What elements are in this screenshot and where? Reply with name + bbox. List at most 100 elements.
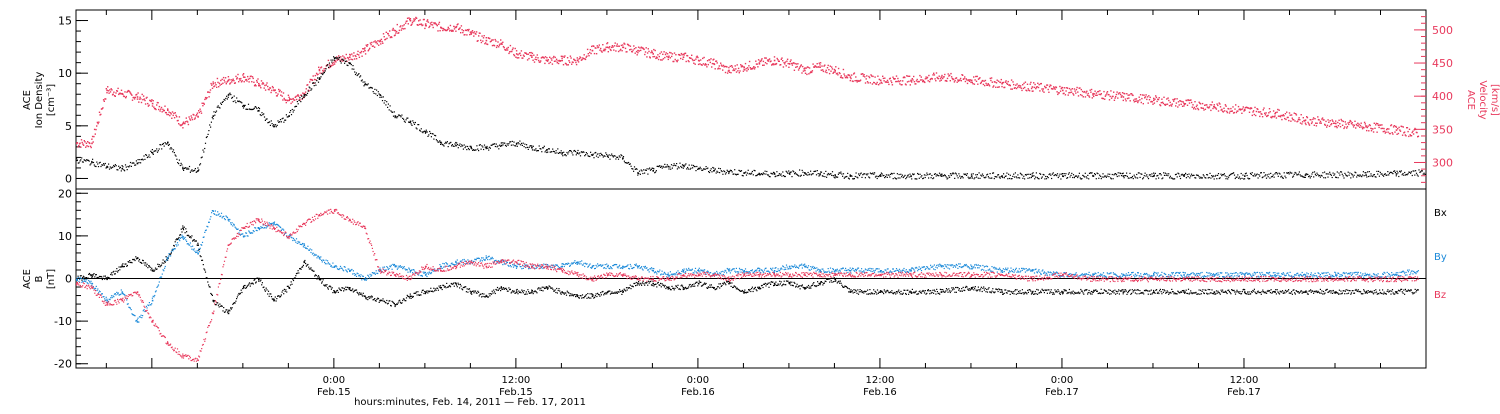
- density-point: [164, 146, 165, 147]
- bx-point: [384, 301, 385, 302]
- density-sample: [759, 173, 761, 175]
- velocity-point: [981, 82, 982, 83]
- density-point: [204, 148, 205, 149]
- density-point: [989, 177, 990, 178]
- velocity-sample: [455, 27, 457, 29]
- velocity-point: [1165, 104, 1166, 105]
- density-point: [463, 149, 464, 150]
- bx-point: [671, 289, 672, 290]
- density-point: [1214, 178, 1215, 179]
- velocity-ylabel-line3: [km/s]: [1489, 84, 1500, 116]
- velocity-point: [615, 42, 616, 43]
- density-point: [882, 173, 883, 174]
- velocity-point: [686, 61, 687, 62]
- velocity-point: [635, 47, 636, 48]
- density-point: [779, 173, 780, 174]
- velocity-point: [1294, 120, 1295, 121]
- velocity-point: [670, 52, 671, 53]
- bx-point: [895, 293, 896, 294]
- density-point: [1341, 171, 1342, 172]
- density-point: [229, 93, 230, 94]
- velocity-point: [614, 45, 615, 46]
- bx-point: [143, 260, 144, 261]
- density-point: [1109, 174, 1110, 175]
- density-point: [1349, 173, 1350, 174]
- velocity-point: [970, 82, 971, 83]
- density-point: [1417, 174, 1418, 175]
- velocity-point: [1354, 121, 1355, 122]
- density-point: [596, 156, 597, 157]
- density-point: [510, 141, 511, 142]
- velocity-point: [1341, 119, 1342, 120]
- velocity-point: [983, 81, 984, 82]
- bx-point: [229, 310, 230, 311]
- density-point: [217, 107, 218, 108]
- velocity-point: [1099, 94, 1100, 95]
- velocity-point: [250, 76, 251, 77]
- velocity-point: [1358, 124, 1359, 125]
- bx-point: [682, 286, 683, 287]
- density-point: [188, 169, 189, 170]
- velocity-point: [786, 61, 787, 62]
- velocity-point: [639, 47, 640, 48]
- velocity-point: [793, 62, 794, 63]
- velocity-point: [622, 44, 623, 45]
- velocity-point: [1163, 103, 1164, 104]
- bx-point: [522, 291, 523, 292]
- velocity-point: [1202, 103, 1203, 104]
- density-point: [437, 140, 438, 141]
- bx-point: [635, 285, 636, 286]
- velocity-point: [846, 77, 847, 78]
- velocity-point: [515, 57, 516, 58]
- velocity-point: [1012, 81, 1013, 82]
- bx-point: [831, 280, 832, 281]
- density-point: [1249, 178, 1250, 179]
- velocity-point: [784, 63, 785, 64]
- density-point: [1369, 171, 1370, 172]
- velocity-point: [962, 75, 963, 76]
- velocity-point: [730, 66, 731, 67]
- density-point: [1334, 173, 1335, 174]
- density-point: [405, 122, 406, 123]
- velocity-point: [571, 64, 572, 65]
- density-point: [733, 173, 734, 174]
- density-point: [557, 148, 558, 149]
- bx-point: [527, 289, 528, 290]
- bx-point: [206, 277, 207, 278]
- bx-sample: [470, 291, 472, 293]
- density-point: [414, 124, 415, 125]
- density-point: [1170, 176, 1171, 177]
- velocity-point: [1225, 106, 1226, 107]
- density-point: [421, 128, 422, 129]
- density-sample: [668, 166, 670, 168]
- bx-point: [404, 299, 405, 300]
- velocity-point: [93, 136, 94, 137]
- bx-point: [565, 293, 566, 294]
- velocity-point: [498, 46, 499, 47]
- bx-point: [236, 298, 237, 299]
- velocity-point: [1315, 123, 1316, 124]
- density-point: [483, 149, 484, 150]
- bx-point: [502, 289, 503, 290]
- bx-point: [154, 270, 155, 271]
- velocity-point: [1237, 110, 1238, 111]
- bx-point: [113, 271, 114, 272]
- bx-point: [852, 290, 853, 291]
- velocity-point: [548, 59, 549, 60]
- velocity-point: [1211, 104, 1212, 105]
- velocity-point: [318, 67, 319, 68]
- velocity-point: [1378, 125, 1379, 126]
- density-point: [373, 91, 374, 92]
- bx-point: [629, 287, 630, 288]
- velocity-point: [253, 82, 254, 83]
- velocity-point: [1403, 126, 1404, 127]
- density-point: [1416, 173, 1417, 174]
- velocity-point: [625, 48, 626, 49]
- velocity-point: [1038, 87, 1039, 88]
- velocity-point: [1072, 88, 1073, 89]
- velocity-point: [91, 139, 92, 140]
- velocity-sample: [819, 66, 821, 68]
- velocity-point: [1070, 89, 1071, 90]
- velocity-point: [1391, 124, 1392, 125]
- bx-point: [923, 291, 924, 292]
